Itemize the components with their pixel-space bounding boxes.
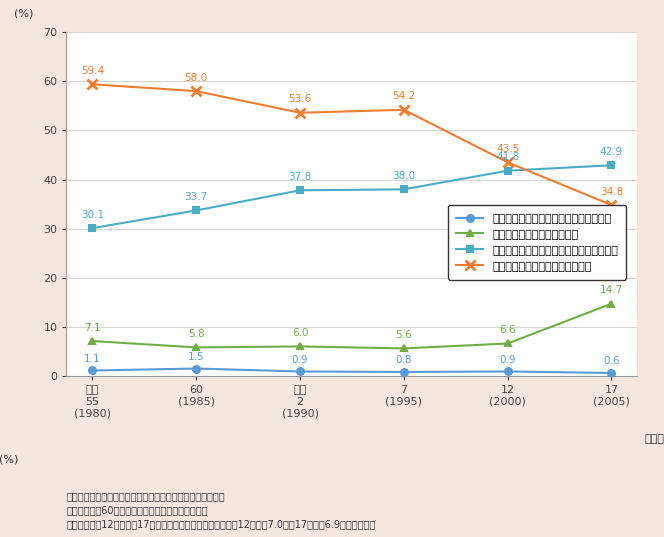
- たまに会話をする程度でよい: [88, 338, 96, 344]
- Text: 5.8: 5.8: [188, 329, 205, 339]
- ときどき会って食事や会話をするのがよい: [192, 207, 200, 214]
- いつも一緒に生活できるのがよい: [504, 159, 512, 165]
- Text: 6.0: 6.0: [291, 328, 308, 338]
- たまに会話をする程度でよい: [296, 343, 304, 350]
- Text: 43.5: 43.5: [496, 144, 519, 154]
- Text: 0.9: 0.9: [499, 354, 516, 365]
- ときどき会って食事や会話をするのがよい: [400, 186, 408, 193]
- Text: 38.0: 38.0: [392, 171, 416, 181]
- いつも一緒に生活できるのがよい: [88, 81, 96, 88]
- Text: 41.8: 41.8: [496, 153, 519, 162]
- たまに会話をする程度でよい: [504, 340, 512, 347]
- まったくつき合わずに生活するのがよい: [88, 367, 96, 374]
- Text: 58.0: 58.0: [185, 73, 208, 83]
- Text: 1.1: 1.1: [84, 353, 101, 364]
- Text: 37.8: 37.8: [288, 172, 311, 182]
- Legend: まったくつき合わずに生活するのがよい, たまに会話をする程度でよい, ときどき会って食事や会話をするのがよい, いつも一緒に生活できるのがよい: まったくつき合わずに生活するのがよい, たまに会話をする程度でよい, ときどき会…: [448, 205, 626, 280]
- Text: （年度）: （年度）: [644, 434, 664, 444]
- Text: 53.6: 53.6: [288, 95, 311, 104]
- Text: 0.6: 0.6: [603, 356, 620, 366]
- Text: 資料：内閣府「高齢者の生活と意識に関する国際比較調査」
（注１）全国60歳以上の男女を対象とした調査結果
（注２）平成12年度及ゃ17年度調査には、「わからない: 資料：内閣府「高齢者の生活と意識に関する国際比較調査」 （注１）全国60歳以上の…: [66, 491, 376, 529]
- Text: 14.7: 14.7: [600, 285, 623, 295]
- たまに会話をする程度でよい: [400, 345, 408, 352]
- ときどき会って食事や会話をするのがよい: [608, 162, 616, 169]
- ときどき会って食事や会話をするのがよい: [504, 168, 512, 174]
- まったくつき合わずに生活するのがよい: [296, 368, 304, 375]
- まったくつき合わずに生活するのがよい: [608, 370, 616, 376]
- Text: 7.1: 7.1: [84, 323, 101, 333]
- まったくつき合わずに生活するのがよい: [504, 368, 512, 375]
- たまに会話をする程度でよい: [192, 344, 200, 351]
- まったくつき合わずに生活するのがよい: [192, 365, 200, 372]
- Text: 1.5: 1.5: [188, 352, 205, 361]
- たまに会話をする程度でよい: [608, 301, 616, 307]
- Text: 59.4: 59.4: [81, 66, 104, 76]
- いつも一緒に生活できるのがよい: [296, 110, 304, 116]
- Text: 42.9: 42.9: [600, 147, 623, 157]
- いつも一緒に生活できるのがよい: [608, 202, 616, 208]
- Text: 33.7: 33.7: [185, 192, 208, 202]
- Text: 0.8: 0.8: [396, 355, 412, 365]
- Text: 6.6: 6.6: [499, 325, 516, 335]
- まったくつき合わずに生活するのがよい: [400, 369, 408, 375]
- Line: まったくつき合わずに生活するのがよい: まったくつき合わずに生活するのがよい: [89, 365, 615, 376]
- いつも一緒に生活できるのがよい: [192, 88, 200, 95]
- Text: 54.2: 54.2: [392, 91, 416, 101]
- ときどき会って食事や会話をするのがよい: [88, 225, 96, 231]
- Text: 5.6: 5.6: [396, 330, 412, 340]
- Line: いつも一緒に生活できるのがよい: いつも一緒に生活できるのがよい: [88, 79, 616, 210]
- Line: たまに会話をする程度でよい: たまに会話をする程度でよい: [89, 300, 615, 352]
- Text: (%): (%): [0, 455, 19, 465]
- Text: 30.1: 30.1: [81, 210, 104, 220]
- Text: 34.8: 34.8: [600, 187, 623, 197]
- Line: ときどき会って食事や会話をするのがよい: ときどき会って食事や会話をするのがよい: [89, 162, 615, 231]
- Text: (%): (%): [14, 9, 33, 18]
- いつも一緒に生活できるのがよい: [400, 106, 408, 113]
- Text: 0.9: 0.9: [291, 354, 308, 365]
- ときどき会って食事や会話をするのがよい: [296, 187, 304, 193]
